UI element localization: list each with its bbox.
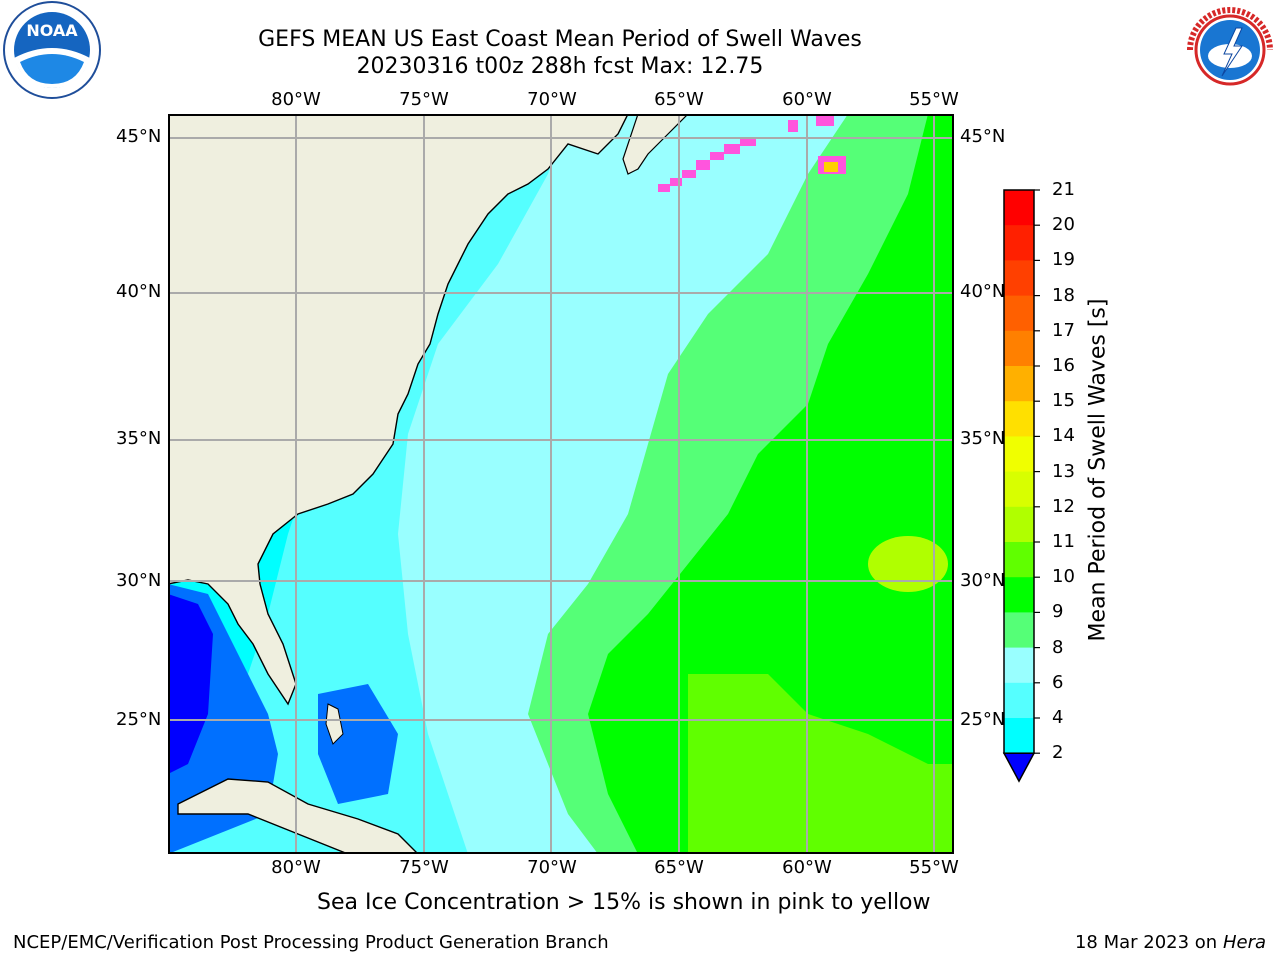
colorbar-segment [1004, 401, 1034, 437]
sea-ice-cell [816, 116, 834, 126]
colorbar-tick-label: 20 [1052, 214, 1075, 236]
land-cuba [177, 778, 419, 854]
sea-ice-cell [696, 160, 710, 170]
lon-label-bottom-70w: 70°W [527, 857, 577, 878]
colorbar-tick-label: 6 [1052, 671, 1064, 693]
lat-label-left-25n: 25°N [116, 709, 162, 730]
chart-subtitle: 20230316 t00z 288h fcst Max: 12.75 [356, 54, 764, 79]
colorbar-segment [1004, 647, 1034, 684]
sea-ice-cell [710, 152, 724, 160]
colorbar-segment [1004, 471, 1034, 508]
colorbar-segment [1004, 506, 1034, 543]
chart-title: GEFS MEAN US East Coast Mean Period of S… [258, 27, 862, 52]
map-frame [168, 114, 954, 854]
colorbar-tick-label: 21 [1052, 179, 1075, 200]
lon-label-top-60w: 60°W [782, 89, 832, 110]
colorbar-tick-label: 8 [1052, 636, 1064, 658]
sea-ice-cell [740, 138, 756, 146]
colorbar [1002, 189, 1040, 783]
lon-label-top-70w: 70°W [527, 89, 577, 110]
lon-label-top-80w: 80°W [271, 89, 321, 110]
colorbar-tick-label: 2 [1052, 742, 1064, 764]
colorbar-segment [1004, 718, 1034, 754]
lat-label-left-40n: 40°N [116, 281, 162, 302]
lon-label-top-75w: 75°W [399, 89, 449, 110]
colorbar-title: Mean Period of Swell Waves [s] [1085, 298, 1111, 642]
sea-ice-cell-high [824, 162, 838, 172]
field-gulf-dark-blue [168, 594, 213, 774]
nws-logo [1180, 0, 1280, 104]
sea-ice-cell [682, 170, 696, 178]
colorbar-segment [1004, 436, 1034, 473]
lon-label-bottom-80w: 80°W [271, 857, 321, 878]
colorbar-segment [1004, 260, 1034, 297]
lon-label-bottom-65w: 65°W [654, 857, 704, 878]
lon-label-top-55w: 55°W [909, 89, 959, 110]
sea-ice-cell [724, 144, 740, 154]
sea-ice-cell [658, 184, 670, 192]
lat-label-right-40n: 40°N [960, 281, 1006, 302]
colorbar-segment [1004, 295, 1034, 332]
land-north-america [168, 114, 629, 706]
colorbar-tick-label: 12 [1052, 495, 1075, 517]
colorbar-segment [1004, 190, 1034, 226]
map-panel [168, 114, 954, 854]
colorbar-segment [1004, 366, 1034, 402]
colorbar-tick-label: 9 [1052, 601, 1064, 623]
footer-host: Hera [1222, 932, 1266, 953]
sea-ice-cell [670, 178, 682, 186]
lat-label-right-45n: 45°N [960, 126, 1006, 147]
noaa-logo-text: NOAA [26, 21, 78, 40]
colorbar-tick-label: 16 [1052, 355, 1075, 376]
colorbar-segment [1004, 682, 1034, 719]
colorbar-tick-label: 4 [1052, 707, 1064, 728]
footer-date-text: 18 Mar 2023 on [1074, 932, 1218, 953]
colorbar-tick-label: 19 [1052, 249, 1075, 271]
lat-label-right-30n: 30°N [960, 570, 1006, 591]
colorbar-tick-label: 11 [1052, 531, 1075, 552]
colorbar-tick-label: 18 [1052, 284, 1075, 306]
graticule [168, 114, 954, 854]
colorbar-tick-label: 17 [1052, 319, 1075, 341]
colorbar-segment [1004, 577, 1034, 613]
lon-label-bottom-60w: 60°W [782, 857, 832, 878]
lat-label-left-30n: 30°N [116, 570, 162, 591]
footer-credit: NCEP/EMC/Verification Post Processing Pr… [13, 932, 609, 953]
colorbar-segment [1004, 225, 1034, 261]
lon-label-bottom-55w: 55°W [909, 857, 959, 878]
colorbar-tick-label: 13 [1052, 460, 1075, 482]
lat-label-right-35n: 35°N [960, 428, 1006, 449]
colorbar-extension [1002, 752, 1036, 783]
sea-ice-note: Sea Ice Concentration > 15% is shown in … [317, 890, 931, 915]
lat-label-left-35n: 35°N [116, 428, 162, 449]
noaa-logo: NOAA [0, 0, 104, 108]
sea-ice-cell [788, 120, 798, 132]
lat-label-right-25n: 25°N [960, 709, 1006, 730]
lon-label-bottom-75w: 75°W [399, 857, 449, 878]
footer-date: 18 Mar 2023 on Hera [1075, 932, 1266, 953]
colorbar-segment [1004, 612, 1034, 649]
colorbar-tick-label: 15 [1052, 390, 1075, 412]
lat-label-left-45n: 45°N [116, 126, 162, 147]
field-max-region [868, 536, 948, 592]
land-nova-scotia [622, 114, 689, 175]
lon-label-top-65w: 65°W [654, 89, 704, 110]
colorbar-segment [1004, 542, 1034, 578]
colorbar-segment [1004, 330, 1034, 367]
colorbar-tick-label: 14 [1052, 425, 1075, 447]
colorbar-tick-label: 10 [1052, 566, 1075, 588]
